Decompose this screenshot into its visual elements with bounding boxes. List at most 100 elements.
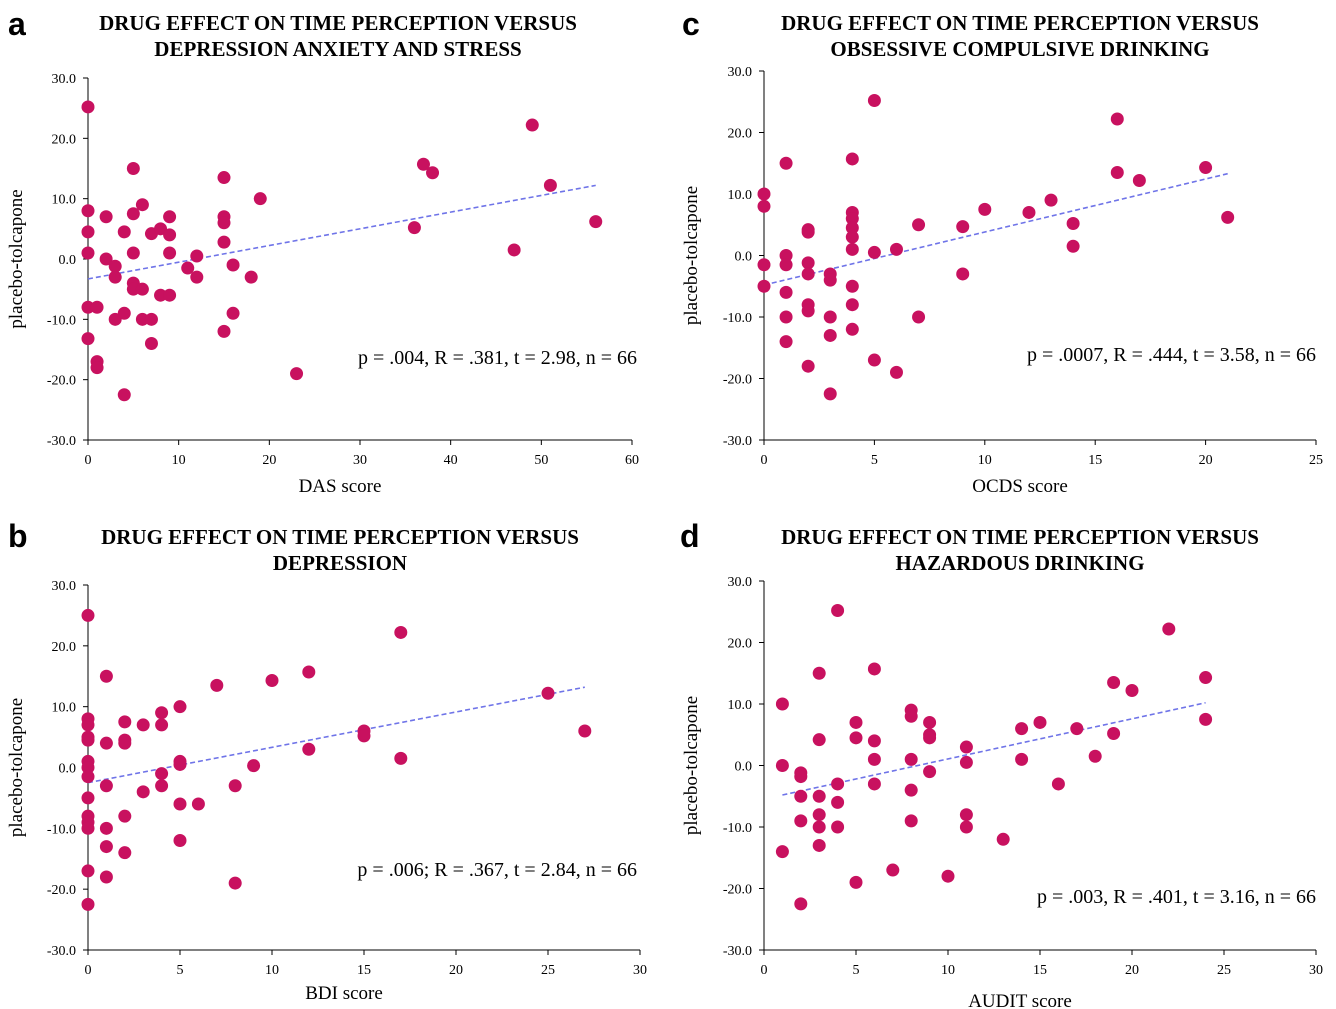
stats-annotation: p = .0007, R = .444, t = 3.58, n = 66 bbox=[1027, 344, 1316, 366]
data-point bbox=[904, 752, 918, 766]
data-point bbox=[831, 777, 845, 791]
data-point bbox=[845, 279, 859, 293]
data-point bbox=[81, 225, 95, 239]
data-point bbox=[507, 243, 521, 257]
y-tick-label: 0.0 bbox=[735, 250, 753, 265]
data-point bbox=[163, 288, 177, 302]
data-point bbox=[757, 258, 771, 272]
y-tick-label: 30.0 bbox=[52, 72, 77, 87]
data-point bbox=[978, 202, 992, 216]
y-tick-label: 20.0 bbox=[52, 640, 77, 655]
data-point bbox=[1110, 112, 1124, 126]
data-point bbox=[801, 256, 815, 270]
data-point bbox=[959, 740, 973, 754]
x-axis-title: AUDIT score bbox=[968, 991, 1072, 1009]
data-point bbox=[99, 821, 113, 835]
y-tick-label: 10.0 bbox=[728, 698, 753, 713]
data-point bbox=[867, 777, 881, 791]
panel-letter-b: b bbox=[8, 518, 28, 554]
y-tick-label: 10.0 bbox=[52, 701, 77, 716]
x-axis-title: DAS score bbox=[299, 476, 382, 497]
data-point bbox=[823, 387, 837, 401]
data-point bbox=[244, 270, 258, 284]
data-point bbox=[867, 734, 881, 748]
panel-title-c: DRUG EFFECT ON TIME PERCEPTION VERSUS OB… bbox=[740, 10, 1300, 62]
data-point bbox=[99, 669, 113, 683]
data-point bbox=[831, 604, 845, 618]
x-tick-label: 15 bbox=[357, 963, 371, 978]
data-point bbox=[191, 797, 205, 811]
data-point bbox=[173, 797, 187, 811]
panel-title-line: HAZARDOUS DRINKING bbox=[895, 551, 1145, 575]
panel-title-line: DRUG EFFECT ON TIME PERCEPTION VERSUS bbox=[781, 11, 1259, 35]
data-point bbox=[144, 336, 158, 350]
data-point bbox=[302, 742, 316, 756]
data-point bbox=[126, 162, 140, 175]
data-point bbox=[99, 210, 113, 224]
data-point bbox=[589, 215, 603, 229]
data-point bbox=[217, 324, 231, 338]
y-tick-label: -20.0 bbox=[723, 883, 752, 898]
data-point bbox=[779, 156, 793, 170]
data-point bbox=[126, 207, 140, 221]
trend-line bbox=[87, 184, 596, 280]
data-point bbox=[81, 791, 95, 805]
panel-title-line: DRUG EFFECT ON TIME PERCEPTION VERSUS bbox=[101, 525, 579, 549]
data-point bbox=[956, 220, 970, 234]
data-point bbox=[118, 736, 132, 750]
x-tick-label: 10 bbox=[265, 963, 279, 978]
data-point bbox=[831, 820, 845, 834]
x-tick-label: 20 bbox=[262, 453, 276, 468]
scatter-panel-d: 30.0 20.0 10.0 0.0 -10.0 -20.0 -30.0 0 5 10 15 20 25… bbox=[681, 575, 1323, 1009]
data-point bbox=[996, 832, 1010, 846]
trend-line bbox=[87, 686, 585, 784]
data-point bbox=[912, 310, 926, 324]
panel-letter-c: c bbox=[682, 6, 700, 42]
trend-line bbox=[782, 701, 1206, 796]
data-point bbox=[1033, 715, 1047, 729]
data-point bbox=[923, 715, 937, 729]
panel-letter-d: d bbox=[680, 518, 700, 554]
data-point bbox=[845, 221, 859, 235]
data-point bbox=[81, 332, 95, 346]
data-point bbox=[81, 733, 95, 747]
data-point bbox=[757, 187, 771, 201]
y-tick-label: -30.0 bbox=[723, 944, 752, 959]
y-tick-label: -10.0 bbox=[47, 822, 76, 837]
data-point bbox=[173, 834, 187, 847]
data-point bbox=[118, 809, 132, 823]
data-point bbox=[904, 814, 918, 828]
y-tick-label: 20.0 bbox=[728, 127, 753, 142]
scatter-panel-a: 30.0 20.0 10.0 0.0 -10.0 -20.0 -30.0 0 10 20 30 40 5… bbox=[6, 72, 639, 497]
y-tick-label: 30.0 bbox=[728, 575, 753, 590]
data-point bbox=[543, 178, 557, 192]
data-point bbox=[144, 312, 158, 326]
data-point bbox=[845, 230, 859, 244]
x-tick-label: 15 bbox=[1033, 963, 1047, 978]
x-tick-label: 10 bbox=[172, 453, 186, 468]
data-point bbox=[117, 225, 131, 239]
data-point bbox=[217, 216, 231, 230]
stats-annotation: p = .004, R = .381, t = 2.98, n = 66 bbox=[358, 347, 637, 369]
data-point bbox=[126, 282, 140, 296]
data-point bbox=[108, 270, 122, 284]
data-point bbox=[779, 258, 793, 272]
scatter-panel-c: 30.0 20.0 10.0 0.0 -10.0 -20.0 -30.0 0 5 10 15 20 25… bbox=[681, 65, 1323, 497]
data-point bbox=[775, 759, 789, 772]
stats-annotation: p = .006; R = .367, t = 2.84, n = 66 bbox=[357, 859, 637, 881]
panel-title-line: DEPRESSION bbox=[272, 551, 408, 575]
data-point bbox=[290, 367, 304, 381]
data-point bbox=[849, 731, 863, 745]
data-point bbox=[801, 359, 815, 373]
data-point bbox=[779, 310, 793, 324]
data-point bbox=[845, 152, 859, 166]
x-tick-label: 10 bbox=[978, 453, 992, 468]
data-point bbox=[81, 608, 95, 622]
x-tick-label: 5 bbox=[853, 963, 860, 978]
data-point bbox=[217, 171, 231, 185]
data-point bbox=[1132, 173, 1146, 187]
panel-title-b: DRUG EFFECT ON TIME PERCEPTION VERSUS DE… bbox=[60, 524, 620, 576]
data-point bbox=[173, 757, 187, 771]
stats-annotation: p = .003, R = .401, t = 3.16, n = 66 bbox=[1037, 886, 1316, 908]
